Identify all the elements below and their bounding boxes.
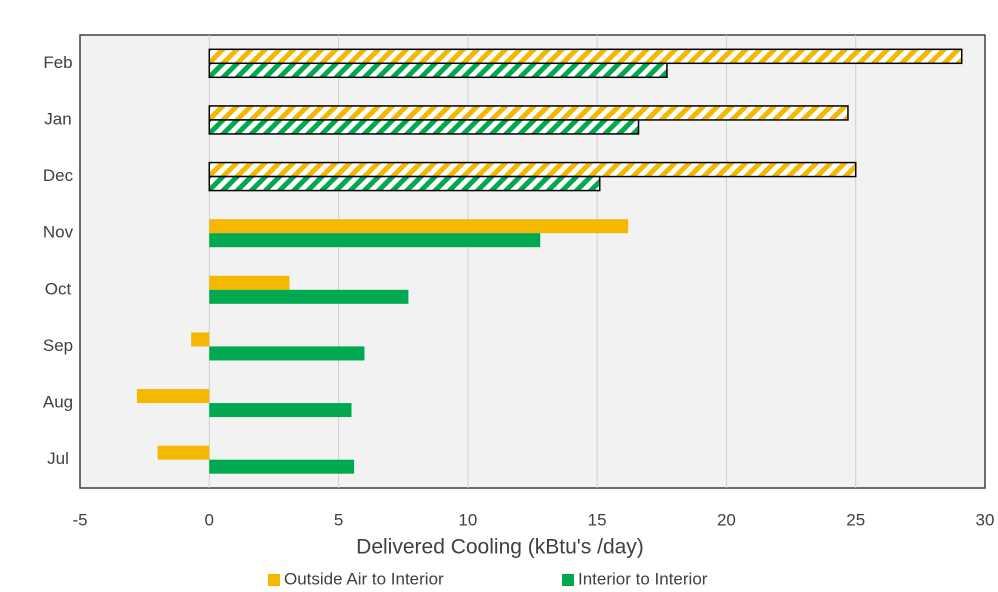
plot-area [79,34,986,489]
x-tick-label: -5 [72,510,87,529]
legend-label: Interior to Interior [578,569,708,588]
legend-swatch [562,574,574,586]
x-tick-label: 5 [334,510,343,529]
x-axis-title: Delivered Cooling (kBtu's /day) [356,536,644,559]
bar [209,346,365,361]
bar [208,161,857,178]
bar [191,332,210,347]
bar [208,119,640,135]
x-tick-label: 15 [588,510,607,529]
x-tick-label: 25 [846,510,865,529]
bar [209,233,541,248]
y-tick-label: Dec [43,166,74,185]
y-tick-label: Oct [45,279,72,298]
x-tick-label: 20 [717,510,736,529]
bar [209,459,355,474]
bar [208,105,849,121]
bar [209,289,409,304]
x-tick-label: 10 [458,510,477,529]
bar [136,389,210,404]
y-tick-label: Feb [43,53,72,72]
bar [209,275,290,290]
bar [208,62,668,79]
bar [157,445,210,460]
bar [208,175,601,192]
bar [209,219,629,234]
y-tick-label: Jan [44,109,71,128]
bar [209,403,352,418]
y-tick-label: Nov [43,223,74,242]
y-tick-label: Sep [43,336,73,355]
legend-swatch [268,574,280,586]
x-tick-label: 30 [976,510,995,529]
y-tick-label: Jul [47,449,69,468]
x-tick-label: 0 [205,510,214,529]
bar [208,48,963,65]
y-tick-label: Aug [43,393,73,412]
legend-label: Outside Air to Interior [284,569,444,588]
